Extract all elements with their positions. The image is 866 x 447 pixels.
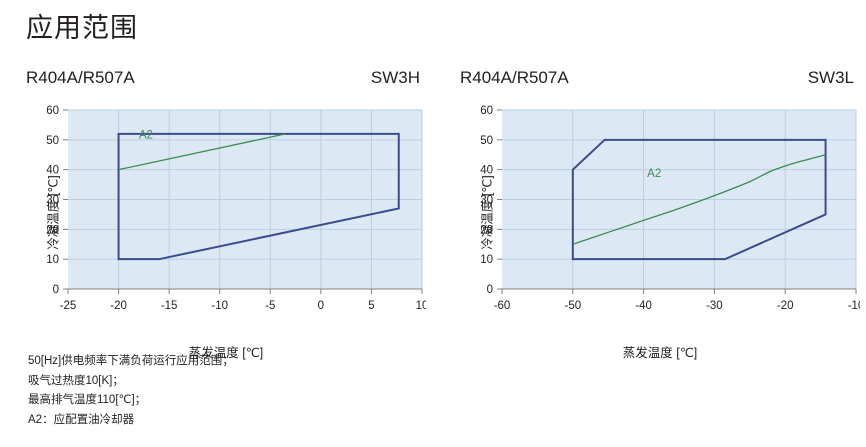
x-tick-label: -10 (848, 300, 860, 312)
y-tick-label: 60 (46, 105, 59, 117)
x-tick-label: -10 (211, 300, 228, 312)
y-tick-label: 30 (46, 195, 59, 207)
y-tick-label: 10 (480, 254, 493, 266)
x-tick-label: -25 (60, 300, 77, 312)
chart-header-sw3h: R404A/R507A SW3H (26, 68, 426, 92)
footnotes-block: 50[Hz]供电频率下满负荷运行应用范围； 吸气过热度10[K]； 最高排气温度… (28, 352, 234, 430)
x-axis-label-sw3h: 蒸发温度 [℃] (188, 346, 264, 360)
y-tick-label: 40 (480, 165, 493, 177)
plot-area-sw3l: 冷凝温度 [℃] A2 0 10 20 30 40 50 60 -60 -50 -40 -30 -20-… (460, 104, 860, 360)
x-tick-label: -60 (494, 300, 511, 312)
x-tick-label: -15 (161, 300, 178, 312)
refrigerant-label-sw3l: R404A/R507A (460, 68, 569, 87)
chart-block-sw3l: R404A/R507A SW3L 冷凝温度 [℃] A2 0 10 20 30 40 50 6… (460, 68, 860, 360)
model-label-sw3h: SW3H (370, 68, 420, 87)
footnote-item: 最高排气温度110[℃]； (28, 394, 147, 406)
x-tick-label: -5 (265, 300, 275, 312)
y-tick-label: 20 (46, 224, 59, 236)
y-tick-label: 0 (487, 284, 493, 296)
x-tick-label: -40 (635, 300, 652, 312)
x-tick-label: 10 (416, 300, 426, 312)
y-tick-label: 20 (480, 224, 493, 236)
footnote-item: 吸气过热度10[K]； (28, 374, 124, 387)
series-label-a2: A2 (139, 129, 153, 141)
chart-header-sw3l: R404A/R507A SW3L (460, 68, 860, 92)
y-tick-label: 30 (480, 195, 493, 207)
x-tick-label: 0 (318, 300, 324, 312)
chart-canvas-sw3l: A2 0 10 20 30 40 50 60 -60 -50 -40 -30 -20 -10 (480, 105, 860, 312)
series-label-a2: A2 (647, 168, 661, 180)
x-tick-label: -50 (564, 300, 581, 312)
y-tick-label: 40 (46, 165, 59, 177)
y-tick-label: 10 (46, 254, 59, 266)
y-tick-label: 0 (53, 284, 59, 296)
x-tick-label: -20 (777, 300, 794, 312)
model-label-sw3l: SW3L (807, 68, 854, 87)
footnote-item: 50[Hz]供电频率下满负荷运行应用范围； (28, 355, 234, 367)
y-tick-label: 50 (46, 135, 59, 147)
x-axis-label-sw3l: 蒸发温度 [℃] (622, 346, 698, 360)
footnote-item: A2：应配置油冷却器 (28, 413, 135, 426)
chart-block-sw3h: R404A/R507A SW3H 冷凝温度 [℃] A2 0 10 20 30 40 50 6… (26, 68, 426, 360)
y-tick-label: 50 (480, 135, 493, 147)
x-tick-label: 5 (368, 300, 374, 312)
x-tick-label: -20 (110, 300, 127, 312)
y-tick-label: 60 (480, 105, 493, 117)
plot-area-sw3h: 冷凝温度 [℃] A2 0 10 20 30 40 50 60 -25 -20 -15 -10 -5 0 5… (26, 104, 426, 360)
refrigerant-label-sw3h: R404A/R507A (26, 68, 135, 87)
x-tick-label: -30 (706, 300, 723, 312)
chart-canvas-sw3h: A2 0 10 20 30 40 50 60 -25 -20 -15 -10 -5 0 5 10 (46, 105, 426, 312)
page-title: 应用范围 (26, 13, 138, 43)
